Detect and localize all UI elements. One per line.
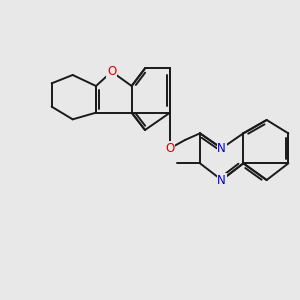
Text: O: O	[165, 142, 175, 155]
Text: N: N	[217, 142, 226, 155]
Text: N: N	[217, 173, 226, 187]
Text: O: O	[107, 65, 116, 78]
